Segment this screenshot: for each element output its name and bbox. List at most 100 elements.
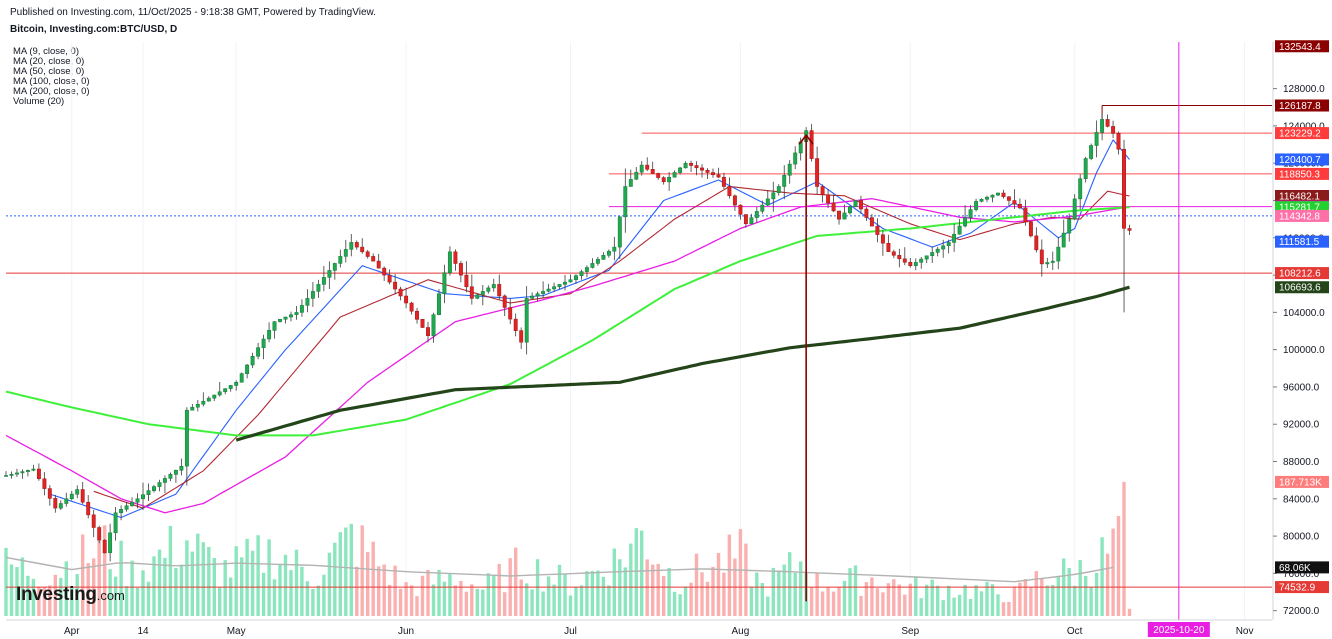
candle-body	[590, 263, 595, 268]
candle-body	[848, 206, 852, 214]
volume-bar	[1094, 572, 1099, 616]
candle-body	[393, 281, 398, 290]
candle-body	[212, 394, 217, 399]
legend-ma100[interactable]: MA (100, close, 0)	[13, 76, 90, 87]
candle-body	[908, 261, 913, 266]
volume-bar	[793, 572, 797, 616]
volume-bar	[514, 547, 518, 616]
volume-bar	[596, 570, 600, 616]
volume-bar	[990, 584, 995, 616]
volume-bar	[130, 560, 134, 616]
candle-body	[535, 293, 540, 297]
volume-bar	[1007, 601, 1011, 616]
candle-body	[661, 177, 666, 183]
candle-body	[195, 403, 200, 408]
volume-ma	[5, 556, 1114, 583]
volume-bar	[634, 528, 638, 616]
legend-ma50[interactable]: MA (50, close, 0)	[13, 66, 85, 77]
axis-price-tag-bg	[1275, 189, 1329, 202]
legend-ma9[interactable]: MA (9, close, 0)	[13, 46, 79, 57]
volume-bar	[722, 572, 726, 616]
candle-body	[234, 382, 239, 386]
volume-bar	[316, 585, 321, 616]
axis-price-tag-bg	[1275, 153, 1329, 166]
axis-volume-tag-bg	[1275, 561, 1329, 574]
candle-body	[152, 486, 156, 491]
volume-bar	[689, 582, 693, 616]
candle-body	[321, 277, 326, 285]
volume-bar	[618, 559, 622, 616]
candle-body	[1006, 196, 1011, 201]
legend-ma200[interactable]: MA (200, close, 0)	[13, 86, 90, 97]
time-label-Aug: Aug	[731, 626, 749, 637]
volume-bar	[327, 552, 332, 616]
grid	[71, 42, 1246, 620]
candle-body	[623, 186, 628, 218]
volume-bar	[53, 574, 57, 616]
candle-body	[294, 312, 299, 315]
volume-bar	[179, 564, 184, 616]
volume-bar	[782, 564, 786, 616]
candle-body	[974, 201, 979, 210]
candle-body	[935, 248, 940, 253]
cursor-date-tag: 2025-10-20	[1153, 625, 1205, 636]
candle-body	[727, 186, 732, 197]
legend-volume[interactable]: Volume (20)	[13, 96, 65, 107]
chart-title: Bitcoin, Investing.com:BTC/USD, D	[10, 24, 178, 35]
volume-bar	[590, 571, 595, 616]
candle-body	[1072, 198, 1077, 220]
candle-body	[469, 286, 474, 299]
volume-bar	[442, 581, 447, 616]
investing-logo: Investing.com	[16, 584, 125, 606]
volume-bar	[930, 579, 934, 616]
legend-ma20[interactable]: MA (20, close, 0)	[13, 56, 85, 67]
volume-bar	[1067, 568, 1071, 616]
volume-bar	[344, 527, 348, 616]
candle-body	[738, 204, 743, 215]
axis-tick-label: 128000.0	[1283, 84, 1325, 95]
candle-body	[968, 209, 973, 219]
candle-body	[508, 307, 513, 320]
axis-price-tag: 111581.5	[1279, 237, 1320, 248]
candle-body	[689, 162, 694, 166]
volume-bar	[546, 576, 551, 616]
volume-bar	[1084, 575, 1088, 616]
candle-body	[853, 200, 858, 207]
axis-price-tag-bg	[1275, 267, 1329, 280]
volume-bar	[431, 584, 436, 616]
candle-body	[217, 391, 222, 396]
volume-bar	[853, 565, 858, 616]
volume-bar	[124, 586, 129, 616]
candle-body	[875, 225, 880, 235]
axis-price-tag: 116482.1	[1279, 191, 1320, 202]
volume-bar	[229, 577, 233, 616]
volume-bar	[1029, 587, 1033, 616]
candle-body	[223, 388, 228, 393]
volume-bar	[15, 567, 19, 616]
candle-body	[760, 204, 765, 212]
candle-body	[53, 498, 58, 509]
volume-bar	[799, 561, 803, 616]
candle-body	[486, 287, 491, 292]
candle-body	[502, 295, 507, 308]
volume-bar	[683, 586, 688, 616]
volume-bar	[985, 581, 989, 616]
candle-body	[228, 385, 233, 389]
volume-bar	[135, 587, 140, 616]
logo-main: Investing	[16, 584, 97, 605]
volume-bar	[656, 563, 660, 616]
volume-bar	[925, 584, 929, 616]
volume-bar	[914, 576, 918, 616]
candle-body	[173, 470, 178, 475]
volume-bar	[771, 567, 775, 616]
candle-body	[267, 330, 272, 340]
candle-body	[365, 251, 370, 257]
candle-body	[574, 275, 578, 280]
axis-tick-label: 80000.0	[1283, 532, 1320, 543]
candle-body	[683, 162, 688, 169]
candle-body	[437, 293, 441, 315]
volume-bar	[168, 525, 173, 616]
candle-body	[310, 291, 315, 299]
volume-bar	[574, 586, 578, 616]
